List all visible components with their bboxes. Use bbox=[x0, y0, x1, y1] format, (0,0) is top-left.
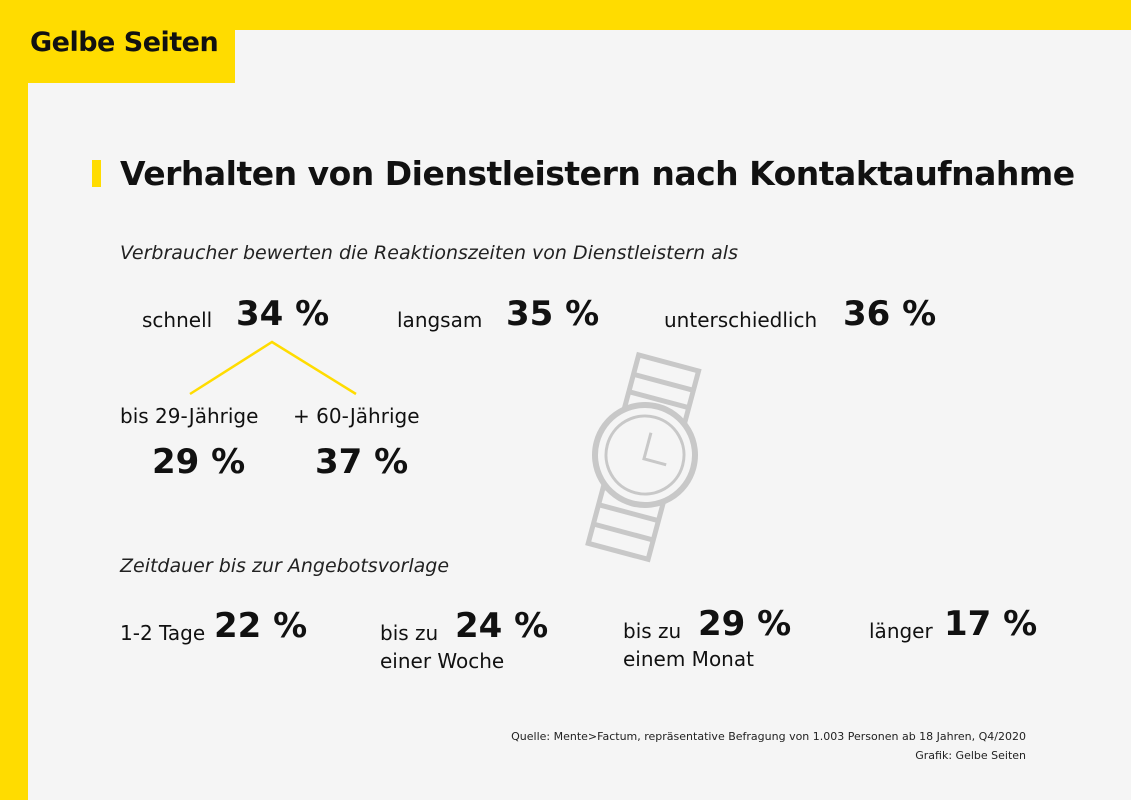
infographic-panel bbox=[28, 30, 1131, 800]
section2-subtitle: Zeitdauer bis zur Angebotsvorlage bbox=[120, 555, 450, 577]
value-langsam: 35 % bbox=[506, 294, 600, 334]
value-1-2-tage: 22 % bbox=[214, 606, 308, 646]
page-title: Verhalten von Dienstleistern nach Kontak… bbox=[120, 154, 1075, 193]
label-unterschiedlich: unterschiedlich bbox=[664, 308, 818, 332]
value-60-plus: 37 % bbox=[315, 442, 409, 482]
label-schnell: schnell bbox=[142, 308, 213, 332]
source-note: Quelle: Mente>Factum, repräsentative Bef… bbox=[511, 730, 1026, 743]
logo: Gelbe Seiten bbox=[0, 0, 235, 83]
value-unterschiedlich: 36 % bbox=[843, 294, 937, 334]
value-woche: 24 % bbox=[455, 606, 549, 646]
label-laenger: länger bbox=[869, 619, 933, 643]
value-monat: 29 % bbox=[698, 604, 792, 644]
logo-text: Gelbe Seiten bbox=[30, 27, 219, 58]
label-monat: bis zu bbox=[623, 619, 682, 643]
label-woche: bis zu bbox=[380, 621, 439, 645]
label-1-2-tage: 1-2 Tage bbox=[120, 621, 206, 645]
title-accent-bar bbox=[92, 160, 101, 187]
value-bis-29: 29 % bbox=[152, 442, 246, 482]
value-laenger: 17 % bbox=[944, 604, 1038, 644]
value-schnell: 34 % bbox=[236, 294, 330, 334]
credit-note: Grafik: Gelbe Seiten bbox=[915, 749, 1026, 762]
label-bis-29: bis 29-Jährige bbox=[120, 404, 259, 428]
section1-subtitle: Verbraucher bewerten die Reaktionszeiten… bbox=[120, 242, 738, 264]
label-monat-2: einem Monat bbox=[623, 647, 754, 671]
label-60-plus: + 60-Jährige bbox=[293, 404, 420, 428]
watch-icon bbox=[585, 351, 702, 563]
label-woche-2: einer Woche bbox=[380, 649, 505, 673]
label-langsam: langsam bbox=[397, 308, 483, 332]
